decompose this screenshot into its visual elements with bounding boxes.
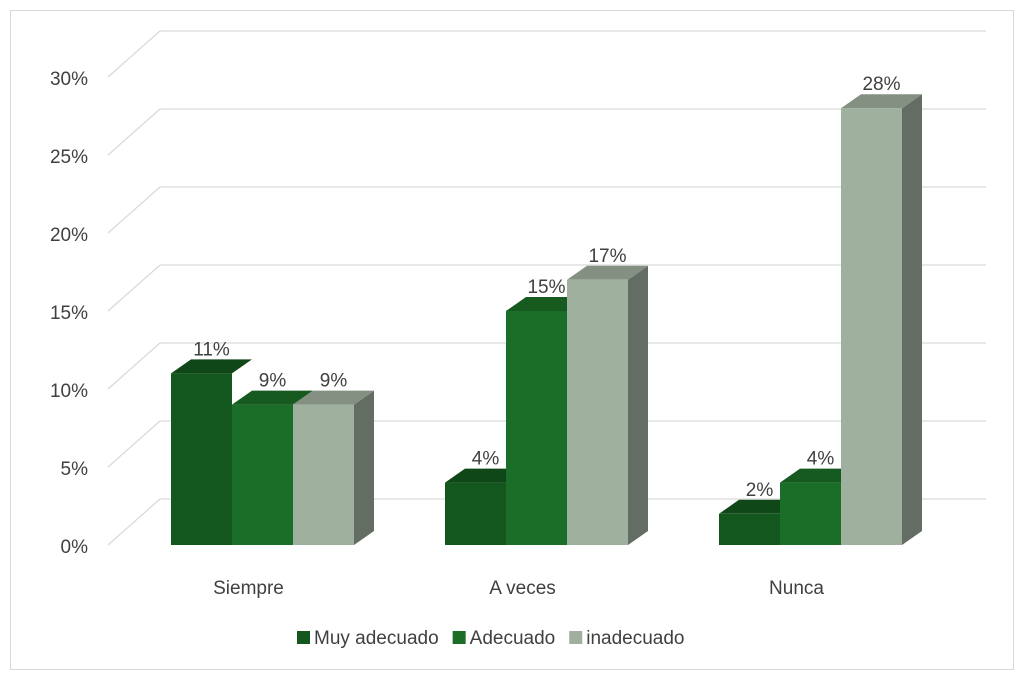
- bar-front-face: [567, 279, 628, 545]
- bar-side-face: [354, 390, 374, 545]
- y-tick-label: 25%: [50, 147, 88, 168]
- bar-front-face: [232, 404, 293, 545]
- bar-inadecuado-nunca: [841, 94, 922, 545]
- data-label: 2%: [746, 480, 774, 501]
- bar-top-face: [232, 390, 313, 405]
- side-wall-line: [107, 342, 161, 390]
- bar-side-face: [902, 94, 922, 545]
- x-category-label: A veces: [489, 578, 556, 599]
- bar-front-face: [780, 482, 841, 545]
- y-tick-label: 10%: [50, 381, 88, 402]
- side-wall-line: [107, 108, 161, 156]
- bar-top-face: [719, 499, 800, 514]
- data-label: 4%: [807, 449, 835, 470]
- chart-walls: [107, 30, 161, 546]
- legend-item-adecuado: Adecuado: [452, 628, 556, 649]
- y-tick-label: 15%: [50, 303, 88, 324]
- bar-front-face: [506, 311, 567, 545]
- bar-adecuado-nunca: [780, 468, 861, 545]
- bar-top-face: [445, 468, 526, 483]
- bar-front-face: [719, 513, 780, 545]
- data-labels: 11% 9% 9% 4% 15% 17% 2% 4% 28%: [193, 74, 900, 501]
- bar-top-face: [293, 390, 374, 405]
- bar-front-face: [445, 482, 506, 545]
- bar-top-face: [780, 468, 861, 483]
- bar-front-face: [171, 373, 232, 545]
- data-label: 17%: [588, 246, 626, 267]
- x-category-label: Siempre: [213, 578, 284, 599]
- bar-adecuado-siempre: [232, 390, 313, 545]
- side-wall-line: [107, 264, 161, 312]
- bar-top-face: [506, 297, 587, 311]
- bar-muy-adecuado-nunca: [719, 499, 800, 545]
- data-label: 9%: [259, 371, 287, 392]
- bar-inadecuado-siempre: [293, 390, 374, 545]
- bar-top-face: [567, 265, 648, 280]
- y-tick-label: 0%: [61, 537, 89, 558]
- side-wall-line: [107, 498, 161, 546]
- side-wall-line: [107, 30, 161, 78]
- legend-swatch: [452, 631, 466, 644]
- legend-label: Adecuado: [470, 628, 556, 649]
- bar-muy-adecuado-a-veces: [445, 468, 526, 545]
- data-label: 11%: [193, 339, 230, 360]
- y-tick-label: 5%: [61, 459, 89, 480]
- side-wall-line: [107, 186, 161, 234]
- bar-muy-adecuado-siempre: [171, 359, 252, 545]
- data-label: 15%: [527, 277, 565, 298]
- bar-front-face: [293, 404, 354, 545]
- legend-item-muy-adecuado: Muy adecuado: [297, 628, 439, 649]
- bar-top-face: [171, 359, 252, 374]
- bar-side-face: [628, 265, 648, 545]
- legend-swatch: [569, 631, 583, 644]
- data-label: 9%: [320, 371, 348, 392]
- bars: [171, 94, 922, 545]
- bar-adecuado-a-veces: [506, 297, 587, 545]
- y-tick-label: 30%: [50, 69, 88, 90]
- legend-item-inadecuado: inadecuado: [569, 628, 685, 649]
- legend-label: Muy adecuado: [314, 628, 439, 649]
- legend-label: inadecuado: [586, 628, 684, 649]
- legend: Muy adecuado Adecuado inadecuado: [297, 628, 685, 649]
- bar-inadecuado-a-veces: [567, 265, 648, 545]
- x-axis: Siempre A veces Nunca: [213, 578, 824, 599]
- legend-swatch: [297, 631, 310, 644]
- side-wall-line: [107, 420, 161, 468]
- data-label: 28%: [862, 74, 900, 95]
- bar-front-face: [841, 108, 902, 545]
- y-tick-label: 20%: [50, 225, 88, 246]
- data-label: 4%: [472, 449, 500, 470]
- bar-top-face: [841, 94, 922, 109]
- x-category-label: Nunca: [769, 578, 824, 599]
- y-axis: 0% 5% 10% 15% 20% 25% 30%: [50, 69, 88, 558]
